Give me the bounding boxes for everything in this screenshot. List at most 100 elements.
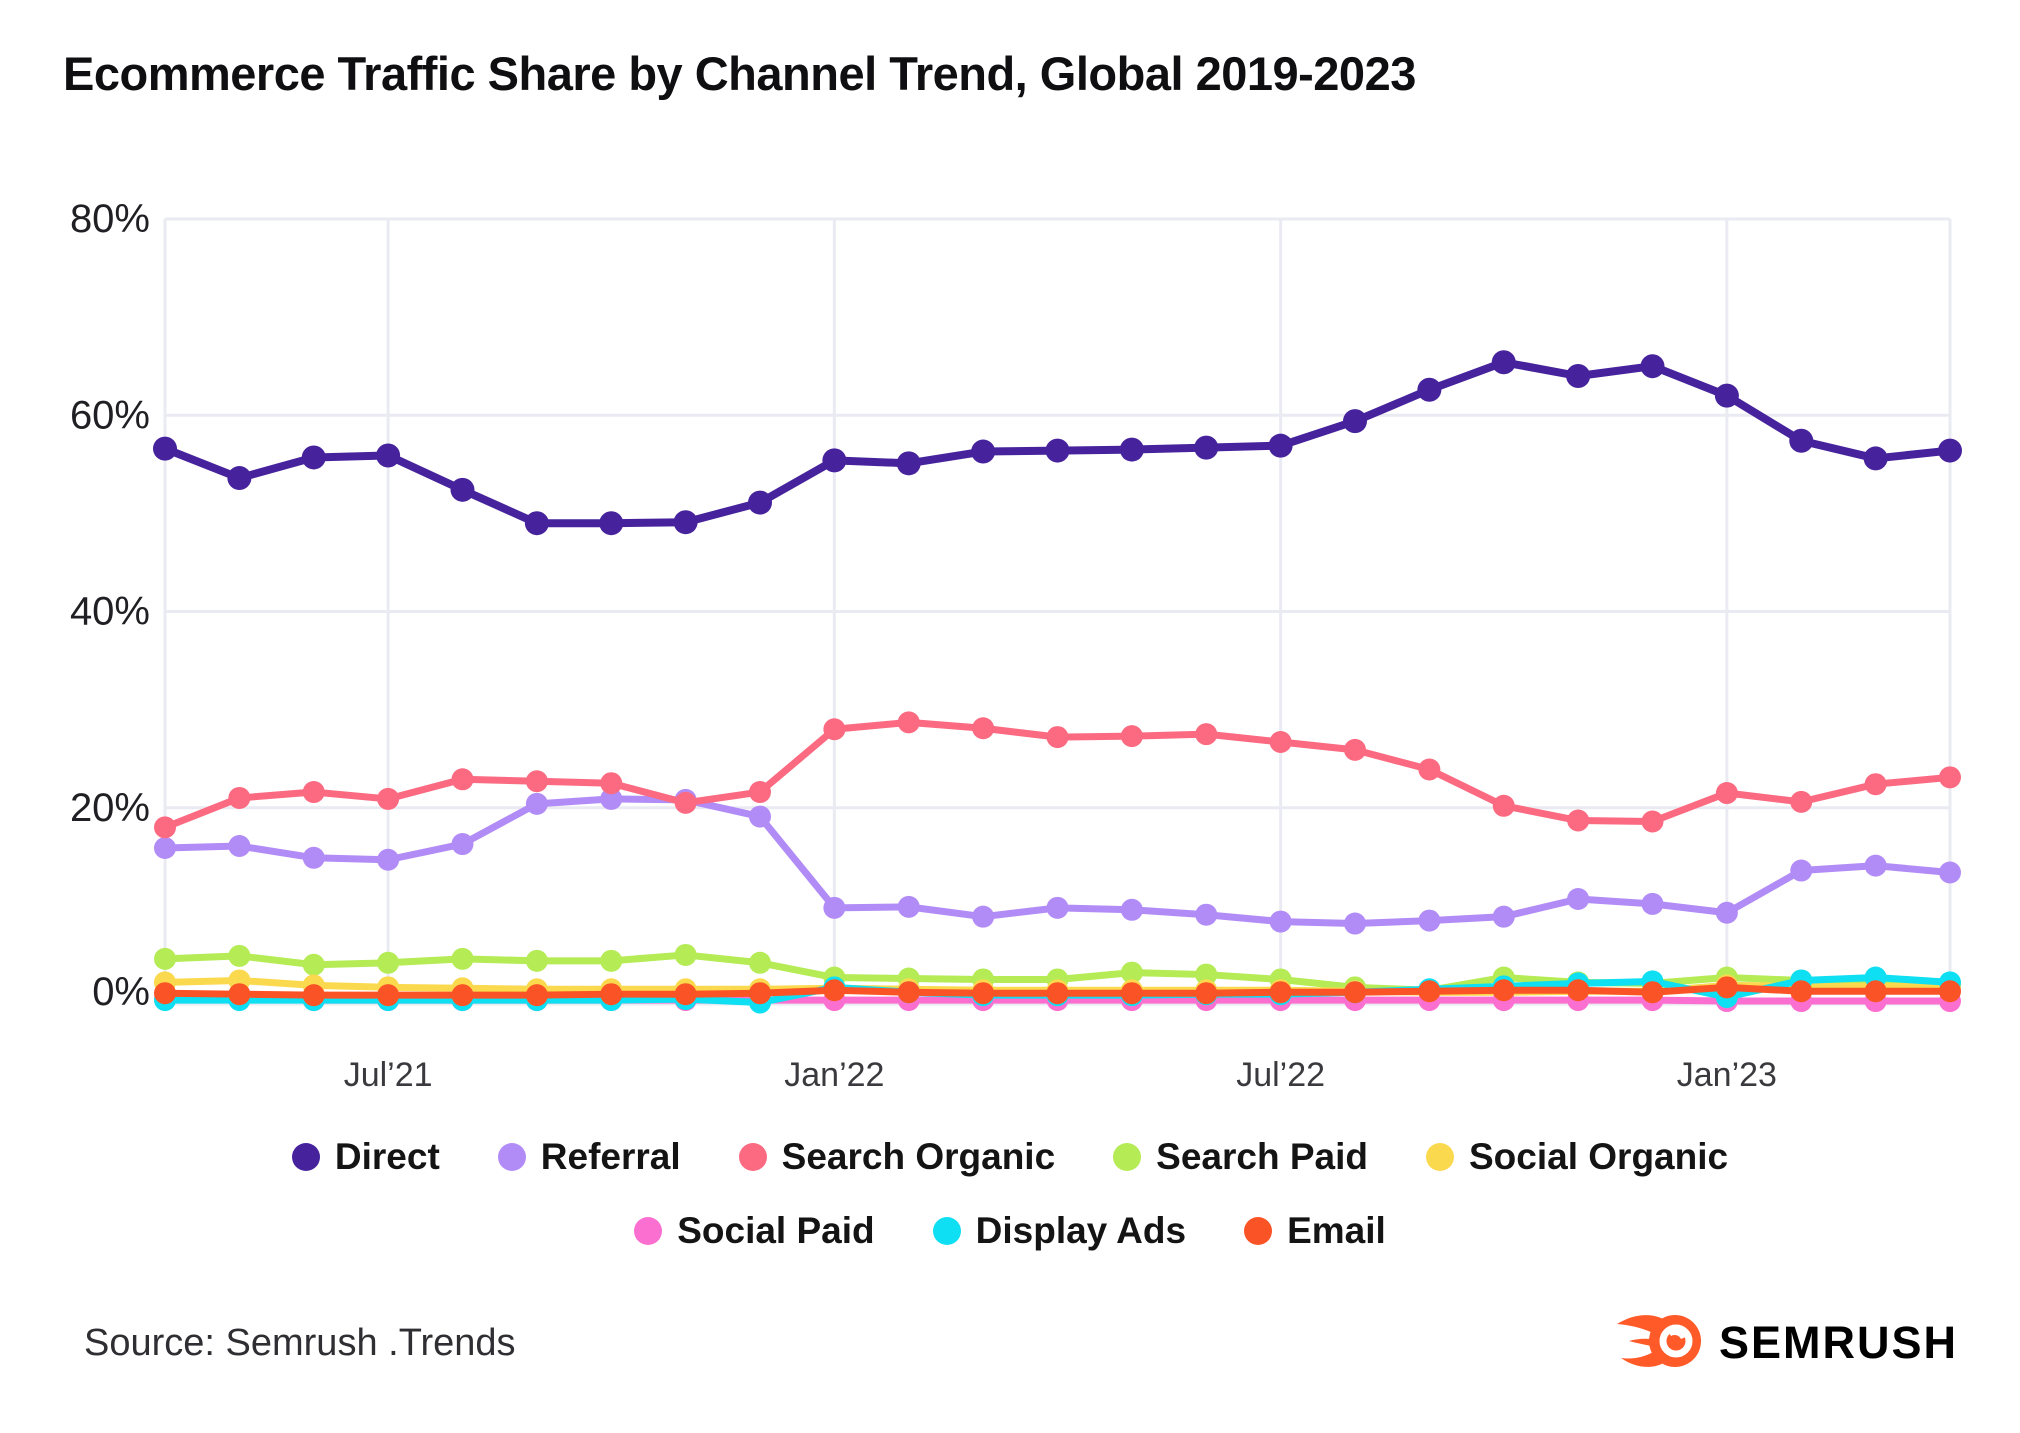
x-axis-tick-label: Jul’22: [1236, 1056, 1325, 1094]
series-point-referral: [525, 792, 548, 815]
series-point-email: [1790, 980, 1813, 1003]
page-title: Ecommerce Traffic Share by Channel Trend…: [63, 47, 1416, 100]
series-point-referral: [302, 846, 325, 869]
semrush-logo: SEMRUSH: [1615, 1308, 1958, 1378]
series-point-direct: [1789, 428, 1814, 453]
series-point-referral: [1492, 905, 1515, 928]
series-point-search-paid: [525, 949, 548, 972]
x-axis-tick-label: Jan’22: [784, 1056, 884, 1094]
source-note: Source: Semrush .Trends: [84, 1322, 516, 1364]
series-point-email: [1120, 982, 1143, 1005]
legend-item-label: Email: [1287, 1210, 1386, 1251]
series-point-email: [1939, 980, 1961, 1003]
series-point-search-organic: [1492, 794, 1515, 817]
series-point-search-organic: [377, 787, 400, 810]
series-point-search-organic: [1939, 766, 1961, 789]
legend-swatch-icon: [497, 1143, 526, 1171]
series-point-email: [1715, 976, 1738, 999]
series-point-email: [1567, 979, 1590, 1002]
y-axis-tick-label: 40%: [70, 590, 150, 634]
series-point-search-organic: [1344, 738, 1366, 761]
series-point-email: [1492, 979, 1515, 1002]
series-point-direct: [1045, 438, 1070, 463]
legend-item-social-organic: Social Organic: [1426, 1136, 1728, 1178]
series-point-search-organic: [228, 786, 251, 809]
series-point-search-organic: [1046, 726, 1069, 749]
legend-swatch-icon: [634, 1217, 663, 1245]
legend-item-label: Search Paid: [1156, 1136, 1368, 1177]
legend-swatch-icon: [1244, 1217, 1273, 1245]
legend-item-direct: Direct: [291, 1136, 440, 1178]
series-point-email: [228, 983, 251, 1006]
series-point-search-organic: [525, 770, 548, 793]
legend-row: Social Paid Display Ads Email: [634, 1210, 1386, 1252]
series-point-search-organic: [1641, 810, 1664, 833]
series-point-direct: [1268, 433, 1293, 458]
series-point-search-organic: [1120, 725, 1143, 748]
series-point-search-organic: [1195, 723, 1218, 746]
legend-item-display-ads: Display Ads: [932, 1210, 1186, 1252]
series-point-search-organic: [1864, 773, 1887, 796]
series-point-search-organic: [1269, 731, 1292, 754]
series-point-email: [1195, 982, 1218, 1005]
semrush-brand-word: SEMRUSH: [1718, 1317, 1958, 1368]
series-point-direct: [1714, 383, 1739, 408]
series-point-direct: [1343, 409, 1367, 434]
chart-legend: Direct Referral Search Organic Search Paid S…: [0, 1136, 2020, 1252]
series-point-email: [897, 981, 920, 1004]
series-point-referral: [228, 835, 251, 858]
series-point-search-organic: [674, 791, 697, 814]
y-axis-tick-label: 0%: [92, 970, 150, 1014]
series-point-referral: [1344, 912, 1366, 935]
series-point-referral: [749, 805, 771, 828]
series-point-referral: [1939, 861, 1961, 884]
series-point-referral: [823, 896, 846, 919]
series-point-search-paid: [1120, 961, 1143, 984]
series-point-direct: [524, 511, 549, 536]
series-point-search-organic: [154, 816, 176, 839]
series-point-referral: [1790, 859, 1813, 882]
series-point-direct: [450, 477, 475, 502]
series-point-referral: [897, 895, 920, 918]
semrush-flame-icon: [1616, 1315, 1701, 1367]
series-point-direct: [1863, 446, 1888, 471]
legend-swatch-icon: [291, 1143, 320, 1171]
series-point-email: [1864, 980, 1887, 1003]
legend-item-label: Social Paid: [677, 1210, 875, 1251]
series-point-email: [749, 982, 771, 1005]
series-point-search-paid: [154, 947, 176, 970]
y-axis-tick-label: 20%: [70, 786, 150, 830]
x-axis-tick-label: Jan’23: [1677, 1056, 1777, 1094]
series-point-search-paid: [302, 953, 325, 976]
y-axis-tick-label: 80%: [70, 197, 150, 241]
series-point-search-organic: [451, 768, 474, 791]
series-point-direct: [748, 490, 772, 515]
series-point-direct: [971, 439, 996, 464]
series-point-email: [1269, 981, 1292, 1004]
legend-item-search-paid: Search Paid: [1113, 1136, 1368, 1178]
series-point-search-paid: [600, 949, 623, 972]
series-point-email: [823, 979, 846, 1002]
legend-swatch-icon: [932, 1217, 961, 1245]
series-point-email: [972, 982, 995, 1005]
series-point-direct: [1640, 354, 1665, 379]
series-point-referral: [1715, 901, 1738, 924]
series-point-email: [1641, 981, 1664, 1004]
legend-item-label: Search Organic: [781, 1136, 1056, 1177]
series-point-referral: [1120, 898, 1143, 921]
series-point-direct: [227, 466, 252, 491]
series-point-email: [525, 984, 548, 1007]
series-point-direct: [1566, 364, 1591, 388]
legend-item-label: Social Organic: [1469, 1136, 1729, 1177]
series-point-search-organic: [1790, 790, 1813, 813]
series-point-email: [1418, 980, 1441, 1003]
y-axis-tick-label: 60%: [70, 393, 150, 437]
series-point-referral: [1641, 892, 1664, 915]
series-point-referral: [600, 787, 623, 810]
series-point-referral: [1195, 903, 1218, 926]
series-point-search-paid: [228, 944, 251, 967]
series-point-search-organic: [972, 717, 995, 740]
legend-swatch-icon: [1426, 1143, 1454, 1171]
